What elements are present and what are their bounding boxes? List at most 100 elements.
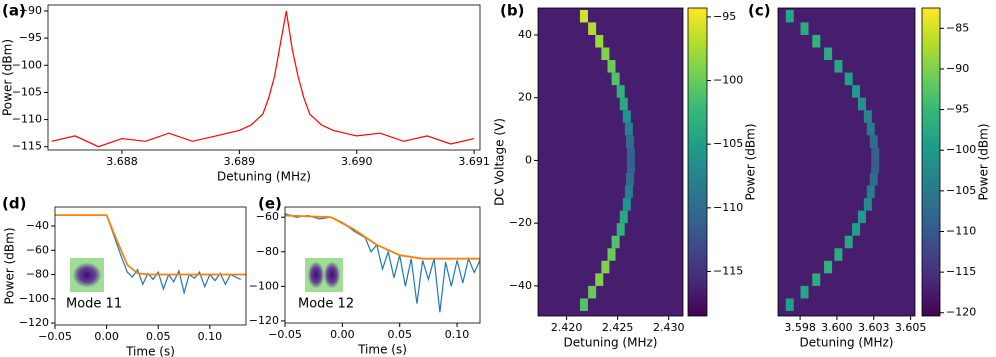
x-axis-label: Detuning (MHz) xyxy=(217,170,311,184)
heatmap-cell xyxy=(626,147,635,161)
y-tick-label: −60 xyxy=(256,210,279,223)
colorbar-tick-label: −100 xyxy=(946,143,976,156)
y-tick-label: 20 xyxy=(518,91,532,104)
mode-11-inset xyxy=(70,258,104,292)
colorbar-tick-label: −100 xyxy=(713,74,743,87)
heatmap-cell xyxy=(871,147,880,161)
colorbar-tick-label: −110 xyxy=(713,201,743,214)
mode-12-inset xyxy=(305,258,343,292)
panel-label: (d) xyxy=(2,195,26,213)
y-tick-label: −80 xyxy=(256,245,279,258)
y-tick-label: −80 xyxy=(26,268,49,281)
x-tick-label: 0.00 xyxy=(94,330,119,343)
heatmap-cell xyxy=(625,172,634,186)
plot-frame xyxy=(47,4,481,151)
plot-frame xyxy=(284,206,481,324)
y-tick-label: 40 xyxy=(518,28,532,41)
x-tick-label: 2.425 xyxy=(602,321,634,334)
heatmap-cell xyxy=(812,273,821,286)
heatmap-cell xyxy=(800,22,809,35)
heatmap-cell xyxy=(622,198,631,211)
colorbar-tick-label: −115 xyxy=(946,265,976,278)
colorbar-label: Power (dBm) xyxy=(744,124,758,201)
x-axis-label: Detuning (MHz) xyxy=(800,336,894,350)
panel: (d) −0.05 0.00 0.05 0.10 −40 −60 −80 −100 −120 Tim… xyxy=(2,195,247,357)
heatmap-cell xyxy=(800,285,809,299)
colorbar-tick-label: −105 xyxy=(713,137,743,150)
heatmap-cell xyxy=(622,110,631,123)
panel-label: (a) xyxy=(2,2,26,20)
data-line xyxy=(51,10,475,148)
x-tick-label: 3.605 xyxy=(895,321,927,334)
x-tick-label: 0.10 xyxy=(445,328,470,341)
y-tick-label: −60 xyxy=(26,243,49,256)
colorbar-tick-label: −95 xyxy=(713,10,736,23)
y-tick-label: 0 xyxy=(525,153,532,166)
x-tick-label: 2.420 xyxy=(551,321,583,334)
heatmap-cell xyxy=(785,298,794,311)
y-tick-label: −110 xyxy=(12,113,42,126)
heatmap-cell xyxy=(824,260,833,274)
x-tick-label: 0.00 xyxy=(330,328,355,341)
heatmap-cell xyxy=(844,235,853,249)
heatmap-cell xyxy=(619,210,628,224)
heatmap-cell xyxy=(869,172,878,186)
heatmap-cell xyxy=(857,97,866,111)
x-tick-label: 2.430 xyxy=(653,321,685,334)
x-tick-label: 3.690 xyxy=(341,155,373,168)
heatmap-cell xyxy=(595,34,604,48)
heatmap-cell xyxy=(844,72,853,86)
heatmap-cell xyxy=(588,285,597,299)
plot-background xyxy=(778,8,915,316)
heatmap-cell xyxy=(863,110,872,123)
panel: (a) 3.688 3.689 3.690 3.691 −90 −95 −100 −105 −11… xyxy=(1,2,490,184)
panel: (b) 2.420 2.425 2.430 40 20 0 −20 −40 Detuning (M… xyxy=(493,2,758,350)
y-tick-label: −40 xyxy=(509,279,532,292)
y-tick-label: −120 xyxy=(19,316,49,329)
plot-background xyxy=(538,8,683,316)
plot-frame xyxy=(54,206,247,326)
plot-frame xyxy=(777,7,916,317)
heatmap-cell xyxy=(625,135,634,148)
heatmap-cell xyxy=(607,248,616,261)
x-axis-label: Detuning (MHz) xyxy=(564,336,658,350)
x-tick-label: 3.603 xyxy=(858,321,890,334)
y-tick-label: −90 xyxy=(19,4,42,17)
panel: (e) −0.05 0.00 0.05 0.10 −60 −80 −100 −120 Time (… xyxy=(249,195,481,357)
heatmap-cell xyxy=(579,9,588,23)
panel-label: (b) xyxy=(500,2,524,20)
heatmap-cell xyxy=(834,60,843,73)
heatmap-cell xyxy=(611,72,620,86)
heatmap-cell xyxy=(588,22,597,35)
heatmap-cell xyxy=(785,9,794,23)
y-tick-label: −105 xyxy=(12,85,42,98)
heatmap-cell xyxy=(866,122,875,136)
panel-label: (c) xyxy=(748,2,771,20)
heatmap-cell xyxy=(871,160,880,173)
heatmap-cell xyxy=(869,135,878,148)
x-tick-label: 3.600 xyxy=(821,321,853,334)
y-tick-label: −95 xyxy=(19,31,42,44)
heatmap-cell xyxy=(601,47,610,61)
heatmap-cell xyxy=(616,223,625,236)
heatmap-cell xyxy=(619,97,628,111)
x-axis-label: Time (s) xyxy=(125,345,175,357)
x-tick-label: 3.689 xyxy=(224,155,256,168)
colorbar-tick-label: −110 xyxy=(946,224,976,237)
data-line xyxy=(285,214,480,260)
panel-label: (e) xyxy=(258,195,282,213)
x-tick-label: 0.10 xyxy=(198,330,223,343)
y-tick-label: −40 xyxy=(26,219,49,232)
cells xyxy=(579,9,635,311)
heatmap-cell xyxy=(616,85,625,98)
colorbar-label: Power (dBm) xyxy=(977,124,991,201)
heatmap-cell xyxy=(624,185,633,199)
colorbar-tick-label: −105 xyxy=(946,184,976,197)
heatmap-cell xyxy=(624,122,633,136)
annotation: Mode 12 xyxy=(298,297,354,312)
heatmap-cell xyxy=(857,210,866,224)
x-tick-label: −0.05 xyxy=(268,328,302,341)
y-axis-label: DC Voltage (V) xyxy=(493,118,507,206)
